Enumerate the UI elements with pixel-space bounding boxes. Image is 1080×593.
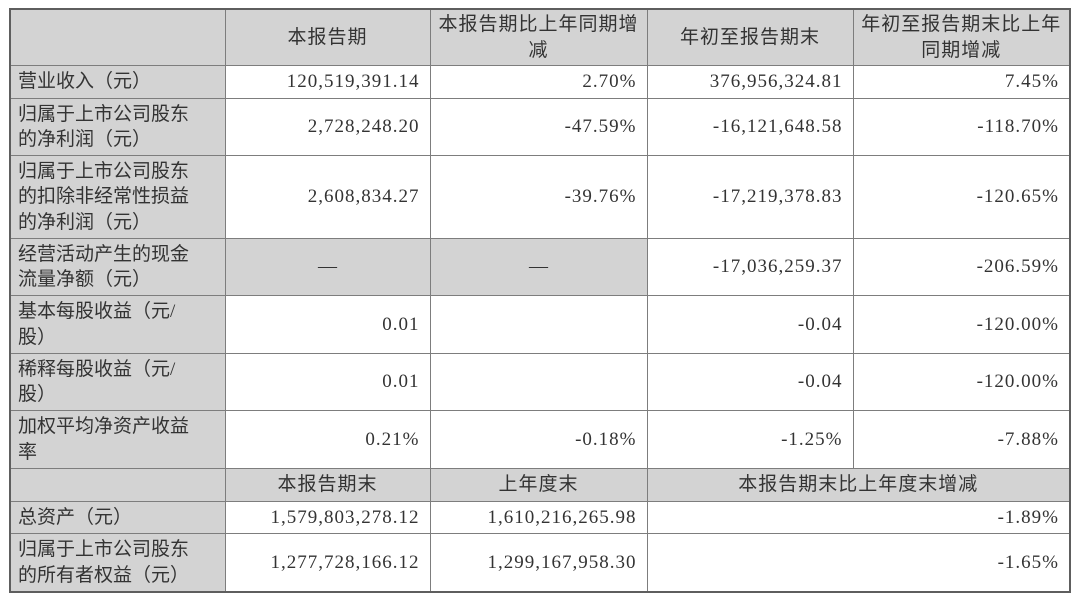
metric-label: 加权平均净资产收益率 <box>9 410 226 469</box>
ytd-value: -16,121,648.58 <box>646 97 854 157</box>
metric-label: 归属于上市公司股东的所有者权益（元） <box>9 533 226 593</box>
ytd-value: 376,956,324.81 <box>646 65 854 99</box>
yoy-change-value: -120.00% <box>852 352 1071 412</box>
table-row-net-profit-excl-nonrecurring: 归属于上市公司股东的扣除非经常性损益的净利润（元） 2,608,834.27 -… <box>9 155 1071 239</box>
prior-year-end-value: 1,299,167,958.30 <box>429 533 648 593</box>
header-corner-blank <box>9 468 226 502</box>
metric-label: 营业收入（元） <box>9 65 226 99</box>
current-period-value: 2,728,248.20 <box>224 97 431 157</box>
metric-label: 归属于上市公司股东的扣除非经常性损益的净利润（元） <box>9 155 226 239</box>
metric-label: 经营活动产生的现金流量净额（元） <box>9 237 226 297</box>
table-row-total-assets: 总资产（元） 1,579,803,278.12 1,610,216,265.98… <box>9 500 1071 535</box>
header-ytd: 年初至报告期末 <box>646 8 854 67</box>
balance-header-row: 本报告期末 上年度末 本报告期末比上年度末增减 <box>9 468 1071 502</box>
table-row-revenue: 营业收入（元） 120,519,391.14 2.70% 376,956,324… <box>9 65 1071 99</box>
table-row-shareholders-equity: 归属于上市公司股东的所有者权益（元） 1,277,728,166.12 1,29… <box>9 533 1071 593</box>
metric-label: 稀释每股收益（元/股） <box>9 352 226 412</box>
header-qoq-change: 本报告期比上年同期增减 <box>429 8 648 67</box>
current-period-value: 0.01 <box>224 352 431 412</box>
header-corner-blank <box>9 8 226 67</box>
yoy-change-value: -7.88% <box>852 410 1071 469</box>
table-row-basic-eps: 基本每股收益（元/股） 0.01 -0.04 -120.00% <box>9 295 1071 354</box>
end-change-value: -1.65% <box>646 533 1071 593</box>
metric-label: 总资产（元） <box>9 500 226 535</box>
quarterly-financials-table: 本报告期 本报告期比上年同期增减 年初至报告期末 年初至报告期末比上年同期增减 … <box>9 8 1071 593</box>
current-period-value: 0.21% <box>224 410 431 469</box>
metric-label: 归属于上市公司股东的净利润（元） <box>9 97 226 157</box>
qoq-change-value <box>429 352 648 412</box>
ytd-value: -17,036,259.37 <box>646 237 854 297</box>
current-period-value: 2,608,834.27 <box>224 155 431 239</box>
table-row-net-profit: 归属于上市公司股东的净利润（元） 2,728,248.20 -47.59% -1… <box>9 97 1071 157</box>
table-row-diluted-eps: 稀释每股收益（元/股） 0.01 -0.04 -120.00% <box>9 352 1071 412</box>
period-header-row: 本报告期 本报告期比上年同期增减 年初至报告期末 年初至报告期末比上年同期增减 <box>9 8 1071 67</box>
qoq-change-value: 2.70% <box>429 65 648 99</box>
header-end-change: 本报告期末比上年度末增减 <box>646 468 1071 502</box>
current-period-dash: — <box>224 237 431 297</box>
qoq-change-value <box>429 295 648 354</box>
ytd-value: -17,219,378.83 <box>646 155 854 239</box>
qoq-change-value: -47.59% <box>429 97 648 157</box>
current-period-value: 120,519,391.14 <box>224 65 431 99</box>
metric-label: 基本每股收益（元/股） <box>9 295 226 354</box>
yoy-change-value: -120.65% <box>852 155 1071 239</box>
header-period-end: 本报告期末 <box>224 468 431 502</box>
yoy-change-value: -206.59% <box>852 237 1071 297</box>
prior-year-end-value: 1,610,216,265.98 <box>429 500 648 535</box>
yoy-change-value: -120.00% <box>852 295 1071 354</box>
header-ytd-yoy-change: 年初至报告期末比上年同期增减 <box>852 8 1071 67</box>
header-current-period: 本报告期 <box>224 8 431 67</box>
period-end-value: 1,277,728,166.12 <box>224 533 431 593</box>
qoq-change-value: -39.76% <box>429 155 648 239</box>
yoy-change-value: 7.45% <box>852 65 1071 99</box>
ytd-value: -1.25% <box>646 410 854 469</box>
qoq-change-value: -0.18% <box>429 410 648 469</box>
table-row-weighted-avg-roe: 加权平均净资产收益率 0.21% -0.18% -1.25% -7.88% <box>9 410 1071 469</box>
period-end-value: 1,579,803,278.12 <box>224 500 431 535</box>
qoq-change-dash: — <box>429 237 648 297</box>
ytd-value: -0.04 <box>646 352 854 412</box>
table-row-operating-cash-flow: 经营活动产生的现金流量净额（元） — — -17,036,259.37 -206… <box>9 237 1071 297</box>
end-change-value: -1.89% <box>646 500 1071 535</box>
current-period-value: 0.01 <box>224 295 431 354</box>
header-prior-year-end: 上年度末 <box>429 468 648 502</box>
yoy-change-value: -118.70% <box>852 97 1071 157</box>
ytd-value: -0.04 <box>646 295 854 354</box>
